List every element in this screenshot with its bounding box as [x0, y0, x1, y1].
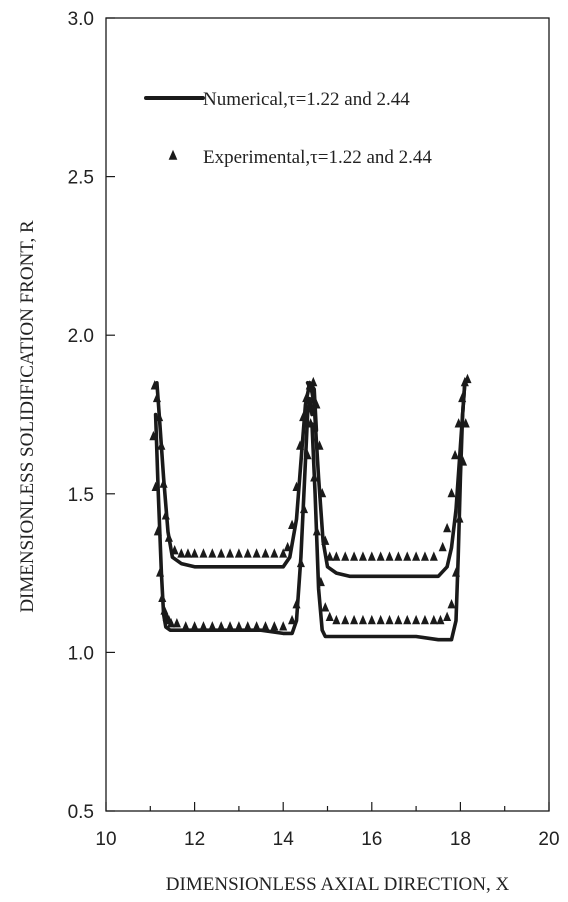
- experimental-data-point: [217, 548, 226, 558]
- experimental-data-point: [183, 548, 192, 558]
- numerical-series-line: [155, 380, 319, 569]
- experimental-data-point: [394, 614, 403, 625]
- experimental-data-point: [376, 614, 385, 625]
- experimental-data-point: [208, 621, 217, 631]
- experimental-data-point: [190, 548, 199, 558]
- experimental-data-point: [226, 621, 235, 631]
- experimental-data-point: [420, 551, 429, 561]
- legend: Numerical,τ=1.22 and 2.44 Experimental,τ…: [144, 89, 432, 168]
- experimental-data-point: [167, 618, 176, 628]
- numerical-series-line: [310, 380, 467, 642]
- experimental-data-point: [234, 621, 243, 631]
- experimental-data-point: [325, 611, 334, 622]
- experimental-data-point: [394, 551, 403, 561]
- experimental-data-point: [436, 614, 445, 625]
- experimental-data-point: [429, 614, 438, 625]
- experimental-data-point: [252, 548, 261, 558]
- numerical-series-line: [305, 380, 467, 579]
- experimental-data-point: [350, 614, 359, 625]
- experimental-data-point: [288, 614, 297, 625]
- y-tick-label: 1.0: [68, 643, 94, 664]
- x-tick-label: 16: [361, 829, 382, 850]
- experimental-data-point: [332, 551, 341, 561]
- experimental-data-point: [429, 551, 438, 561]
- y-tick-label: 1.5: [68, 485, 94, 506]
- x-tick-label: 12: [184, 829, 205, 850]
- experimental-data-point: [420, 614, 429, 625]
- ticks-layer: 10 12 14 16 18 20 0.5 1.0 1.5 2.0 2.5 3.0: [68, 9, 560, 850]
- experimental-data-point: [172, 618, 181, 628]
- experimental-data-point: [385, 551, 394, 561]
- experimental-data-point: [261, 548, 270, 558]
- x-tick-label: 10: [95, 829, 116, 850]
- experimental-data-point: [367, 551, 376, 561]
- y-tick-label: 3.0: [68, 9, 94, 30]
- numerical-series-line: [153, 396, 314, 636]
- experimental-data-point: [438, 541, 447, 552]
- experimental-data-point: [261, 621, 270, 631]
- y-tick-label: 2.5: [68, 168, 94, 189]
- experimental-data-point: [403, 551, 412, 561]
- experimental-data-point: [447, 487, 456, 498]
- experimental-data-point: [177, 548, 186, 558]
- experimental-data-point: [217, 621, 226, 631]
- experimental-data-point: [443, 522, 452, 533]
- experimental-data-point: [443, 611, 452, 622]
- experimental-data-point: [350, 551, 359, 561]
- experimental-data-point: [181, 621, 190, 631]
- lines-layer: [153, 380, 467, 642]
- experimental-data-point: [234, 548, 243, 558]
- experimental-data-point: [199, 621, 208, 631]
- experimental-data-point: [367, 614, 376, 625]
- experimental-data-point: [279, 548, 288, 558]
- experimental-data-point: [243, 548, 252, 558]
- y-axis-title: DIMENSIONLESS SOLIDIFICATION FRONT, R: [17, 220, 38, 613]
- experimental-data-point: [332, 614, 341, 625]
- y-tick-label: 0.5: [68, 802, 94, 823]
- experimental-data-point: [252, 621, 261, 631]
- experimental-data-point: [412, 614, 421, 625]
- experimental-data-point: [385, 614, 394, 625]
- legend-triangle-marker: [168, 149, 178, 160]
- experimental-data-point: [270, 621, 279, 631]
- experimental-data-point: [451, 449, 460, 460]
- experimental-data-point: [243, 621, 252, 631]
- experimental-data-point: [463, 373, 472, 384]
- x-tick-label: 18: [450, 829, 471, 850]
- y-tick-label: 2.0: [68, 326, 94, 347]
- experimental-data-point: [358, 614, 367, 625]
- experimental-data-point: [199, 548, 208, 558]
- experimental-data-point: [341, 614, 350, 625]
- x-tick-label: 14: [273, 829, 295, 850]
- plot-frame: [105, 17, 550, 812]
- experimental-data-point: [270, 548, 279, 558]
- experimental-data-point: [358, 551, 367, 561]
- experimental-data-point: [403, 614, 412, 625]
- experimental-data-point: [190, 621, 199, 631]
- experimental-data-point: [447, 598, 456, 609]
- experimental-data-point: [279, 621, 288, 631]
- legend-numerical-label: Numerical,τ=1.22 and 2.44: [203, 89, 410, 110]
- legend-experimental-label: Experimental,τ=1.22 and 2.44: [203, 147, 432, 168]
- x-tick-label: 20: [538, 829, 559, 850]
- experimental-data-point: [376, 551, 385, 561]
- experimental-data-point: [341, 551, 350, 561]
- experimental-data-point: [412, 551, 421, 561]
- x-axis-title: DIMENSIONLESS AXIAL DIRECTION, X: [166, 874, 510, 895]
- experimental-data-point: [226, 548, 235, 558]
- experimental-data-point: [321, 602, 330, 612]
- experimental-data-point: [208, 548, 217, 558]
